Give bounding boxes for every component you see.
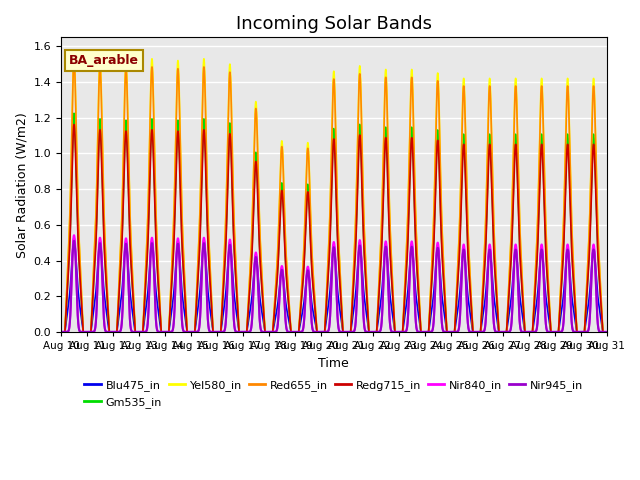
Text: BA_arable: BA_arable — [69, 54, 140, 67]
Nir840_in — [462, 274, 470, 279]
Line: Gm535_in: Gm535_in — [61, 113, 607, 332]
Gm535_in — [70, 110, 78, 116]
Blu475_in — [57, 329, 65, 335]
Y-axis label: Solar Radiation (W/m2): Solar Radiation (W/m2) — [15, 112, 28, 257]
Nir945_in — [430, 312, 438, 318]
Blu475_in — [430, 287, 438, 292]
Redg715_in — [134, 329, 141, 335]
Blu475_in — [462, 266, 470, 272]
Yel580_in — [134, 329, 141, 335]
Yel580_in — [594, 228, 602, 234]
Redg715_in — [283, 282, 291, 288]
Nir945_in — [350, 329, 358, 335]
Yel580_in — [603, 329, 611, 335]
Blu475_in — [283, 308, 291, 313]
Red655_in — [594, 231, 602, 237]
Yel580_in — [70, 49, 78, 55]
Redg715_in — [462, 190, 470, 196]
Title: Incoming Solar Bands: Incoming Solar Bands — [236, 15, 432, 33]
Nir945_in — [134, 329, 141, 335]
Red655_in — [430, 205, 438, 211]
Nir840_in — [70, 232, 78, 238]
Nir945_in — [462, 277, 470, 283]
Redg715_in — [430, 235, 438, 240]
Redg715_in — [350, 278, 358, 284]
Yel580_in — [430, 202, 438, 207]
Yel580_in — [283, 265, 291, 271]
Red655_in — [134, 329, 141, 335]
Red655_in — [57, 329, 65, 335]
Nir945_in — [603, 329, 611, 335]
Line: Nir840_in: Nir840_in — [61, 235, 607, 332]
Red655_in — [603, 329, 611, 335]
Redg715_in — [603, 329, 611, 335]
Gm535_in — [283, 279, 291, 285]
Line: Yel580_in: Yel580_in — [61, 52, 607, 332]
Red655_in — [350, 262, 358, 268]
Nir945_in — [70, 238, 78, 244]
Redg715_in — [57, 329, 65, 335]
Gm535_in — [134, 329, 141, 335]
Red655_in — [462, 147, 470, 153]
Nir945_in — [283, 327, 291, 333]
X-axis label: Time: Time — [319, 357, 349, 370]
Line: Nir945_in: Nir945_in — [61, 241, 607, 332]
Gm535_in — [57, 329, 65, 335]
Line: Red655_in: Red655_in — [61, 60, 607, 332]
Yel580_in — [57, 329, 65, 335]
Yel580_in — [350, 260, 358, 266]
Gm535_in — [594, 250, 602, 256]
Nir840_in — [134, 329, 141, 335]
Line: Redg715_in: Redg715_in — [61, 124, 607, 332]
Gm535_in — [350, 276, 358, 281]
Blu475_in — [603, 329, 611, 335]
Nir840_in — [430, 312, 438, 317]
Red655_in — [283, 267, 291, 273]
Line: Blu475_in: Blu475_in — [61, 238, 607, 332]
Blu475_in — [594, 295, 602, 301]
Redg715_in — [70, 121, 78, 127]
Nir840_in — [594, 323, 602, 328]
Blu475_in — [350, 306, 358, 312]
Gm535_in — [462, 183, 470, 189]
Redg715_in — [594, 254, 602, 260]
Nir840_in — [603, 329, 611, 335]
Gm535_in — [603, 329, 611, 335]
Nir840_in — [57, 329, 65, 335]
Gm535_in — [430, 230, 438, 236]
Red655_in — [70, 57, 78, 63]
Yel580_in — [462, 141, 470, 147]
Legend: Blu475_in, Gm535_in, Yel580_in, Red655_in, Redg715_in, Nir840_in, Nir945_in: Blu475_in, Gm535_in, Yel580_in, Red655_i… — [80, 376, 588, 412]
Blu475_in — [70, 235, 78, 241]
Blu475_in — [134, 329, 141, 335]
Nir945_in — [57, 329, 65, 335]
Nir840_in — [350, 329, 358, 335]
Nir945_in — [594, 323, 602, 329]
Nir840_in — [283, 327, 291, 333]
